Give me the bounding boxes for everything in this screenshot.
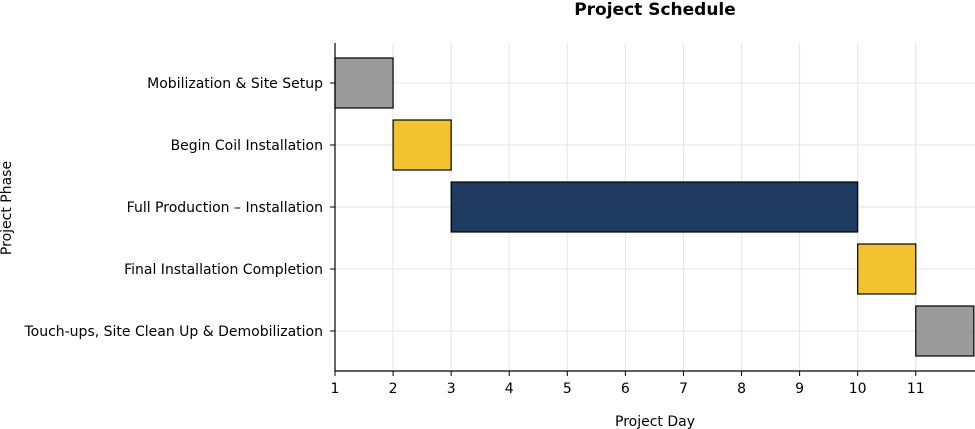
y-tick-label: Mobilization & Site Setup xyxy=(147,76,323,92)
x-tick-label: 2 xyxy=(389,381,398,397)
y-tick-label: Final Installation Completion xyxy=(124,262,323,278)
y-tick-label: Full Production – Installation xyxy=(127,200,323,216)
x-tick-labels: 1 2 3 4 5 6 7 8 9 10 11 xyxy=(331,371,925,397)
task-bar xyxy=(450,181,859,233)
task-bar xyxy=(915,305,975,357)
x-tick-label: 1 xyxy=(331,381,340,397)
chart-title: Project Schedule xyxy=(574,0,736,20)
y-axis-label: Project Phase xyxy=(0,161,15,255)
y-tick-labels: Mobilization & Site Setup Begin Coil Inst… xyxy=(23,76,335,340)
task-bar xyxy=(334,57,394,109)
y-tick-label: Begin Coil Installation xyxy=(171,138,323,154)
x-tick-label: 7 xyxy=(679,381,688,397)
task-bar xyxy=(857,243,917,295)
x-tick-label: 9 xyxy=(795,381,804,397)
x-tick-label: 10 xyxy=(849,381,867,397)
x-tick-label: 3 xyxy=(447,381,456,397)
x-axis-label: Project Day xyxy=(615,414,695,429)
x-tick-label: 5 xyxy=(563,381,572,397)
task-bar xyxy=(392,119,452,171)
x-tick-label: 11 xyxy=(907,381,925,397)
x-tick-label: 6 xyxy=(621,381,630,397)
y-tick-label: Touch-ups, Site Clean Up & Demobilizatio… xyxy=(23,324,323,340)
x-tick-label: 8 xyxy=(737,381,746,397)
x-tick-label: 4 xyxy=(505,381,514,397)
bars xyxy=(334,57,975,357)
